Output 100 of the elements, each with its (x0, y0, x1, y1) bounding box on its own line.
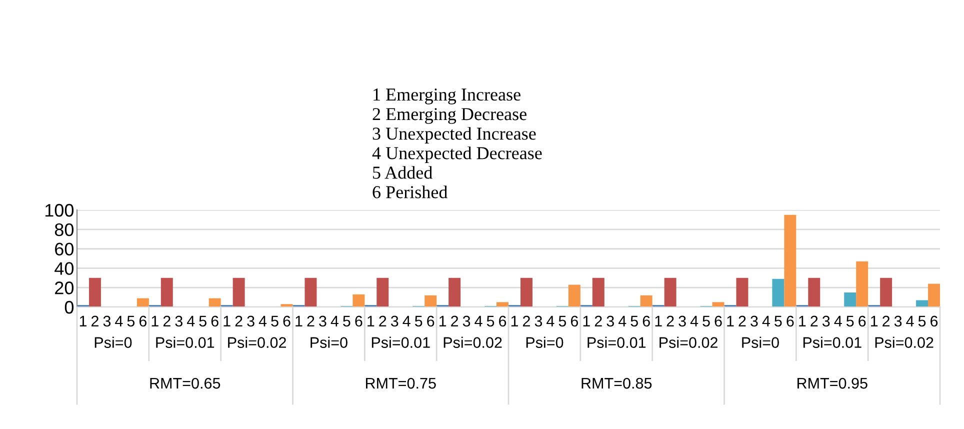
x-tick-label: 1 (799, 316, 806, 326)
x-tick-label: 3 (175, 316, 182, 327)
x-tick-label: 4 (906, 316, 914, 326)
x-tick-label: 2 (666, 316, 674, 326)
x-tick-label: 6 (570, 316, 578, 327)
y-tick-label: 0 (64, 300, 74, 314)
x-tick-label: 6 (355, 316, 362, 327)
x-tick-label: 2 (738, 316, 746, 326)
x-tick-label: 4 (690, 316, 698, 326)
x-tick-label: 5 (918, 316, 926, 327)
x-tick-label: 1 (870, 316, 878, 326)
x-tick-label: 6 (642, 316, 650, 327)
x-tick-label: 2 (594, 316, 602, 326)
x-tick-label: 2 (882, 316, 890, 326)
x-tick-label: 4 (186, 316, 195, 326)
x-tick-label: 1 (727, 316, 734, 326)
x-tick-label: 2 (235, 316, 242, 326)
x-tick-label: 1 (224, 316, 230, 326)
x-tick-label: 3 (319, 316, 326, 327)
x-tick-label: 3 (894, 316, 902, 327)
x-tick-label: 3 (750, 316, 758, 327)
x-tick-label: 5 (558, 316, 566, 327)
x-tick-label: 2 (163, 316, 170, 326)
x-tick-label: 6 (283, 316, 290, 327)
x-tick-label: 5 (846, 316, 854, 327)
y-tick-label: 100 (45, 204, 74, 217)
text: 1 Emerging Increase (374, 88, 520, 104)
x-tick-label: 6 (427, 316, 434, 327)
x-tick-label: 5 (271, 316, 278, 327)
x-tick-label: 6 (211, 316, 218, 327)
x-tick-label: 4 (258, 316, 267, 326)
text: RMT=0.95 (798, 378, 868, 389)
text: 3 Unexpected Increase (372, 127, 536, 144)
x-tick-label: 6 (499, 316, 506, 327)
x-tick-label: 2 (451, 316, 458, 326)
x-tick-label: 4 (474, 316, 482, 326)
text: RMT=0.75 (366, 378, 436, 389)
x-tick-label: 1 (655, 316, 662, 326)
x-tick-label: 4 (402, 316, 410, 326)
x-tick-label: 2 (523, 316, 530, 326)
text: 6 Perished (372, 186, 448, 198)
x-tick-label: 1 (439, 316, 446, 326)
text: Psi=0.01 (372, 336, 430, 348)
x-tick-label: 3 (390, 316, 398, 327)
text: 5 Added (373, 166, 432, 179)
x-tick-label: 4 (762, 316, 770, 326)
x-tick-label: 3 (462, 316, 470, 327)
text: Psi=0 (526, 336, 564, 348)
x-tick-label: 2 (810, 316, 818, 326)
x-tick-label: 2 (379, 316, 386, 326)
x-tick-label: 4 (834, 316, 842, 326)
x-tick-label: 4 (618, 316, 626, 326)
x-tick-label: 1 (511, 316, 518, 326)
text: RMT=0.85 (582, 378, 652, 389)
x-tick-label: 5 (774, 316, 782, 327)
text: Psi=0.02 (660, 336, 718, 348)
y-tick-label: 40 (54, 262, 74, 275)
x-tick-label: 6 (714, 316, 722, 327)
text: RMT=0.65 (150, 378, 220, 389)
x-tick-label: 5 (486, 316, 494, 327)
text: Psi=0.01 (588, 336, 646, 348)
x-tick-label: 3 (606, 316, 614, 327)
text: Psi=0 (310, 336, 348, 348)
text: Psi=0 (94, 336, 132, 348)
x-tick-label: 6 (139, 316, 146, 327)
x-tick-label: 2 (307, 316, 314, 326)
x-tick-label: 4 (115, 316, 123, 326)
x-tick-label: 1 (80, 316, 86, 326)
x-tick-label: 5 (702, 316, 710, 327)
text: Psi=0.02 (875, 336, 934, 348)
x-tick-label: 5 (199, 316, 206, 327)
x-tick-label: 6 (930, 316, 938, 327)
x-tick-label: 6 (858, 316, 866, 327)
text: 4 Unexpected Decrease (372, 146, 542, 163)
text: Psi=0.02 (444, 336, 502, 348)
x-tick-label: 5 (343, 316, 350, 327)
text: Psi=0.02 (228, 336, 286, 348)
x-tick-label: 3 (678, 316, 686, 327)
x-tick-label: 6 (786, 316, 794, 327)
x-tick-label: 4 (546, 316, 554, 326)
x-tick-label: 2 (92, 316, 98, 326)
text: Psi=0 (742, 336, 779, 348)
x-tick-label: 4 (330, 316, 339, 326)
text: Psi=0.01 (156, 336, 214, 348)
x-tick-label: 3 (247, 316, 254, 327)
x-tick-label: 3 (534, 316, 542, 327)
text: Psi=0.01 (803, 336, 862, 348)
y-tick-label: 60 (55, 242, 74, 256)
x-tick-label: 5 (127, 316, 135, 327)
x-tick-label: 1 (583, 316, 590, 326)
x-tick-label: 5 (630, 316, 638, 327)
y-tick-label: 80 (54, 223, 74, 236)
text: 2 Emerging Decrease (372, 108, 526, 124)
x-tick-label: 1 (368, 316, 374, 326)
x-tick-label: 1 (152, 316, 158, 326)
x-tick-label: 3 (822, 316, 830, 327)
x-tick-label: 3 (103, 316, 111, 327)
x-tick-label: 1 (296, 316, 302, 326)
y-tick-label: 20 (55, 282, 74, 294)
x-tick-label: 5 (414, 316, 422, 327)
